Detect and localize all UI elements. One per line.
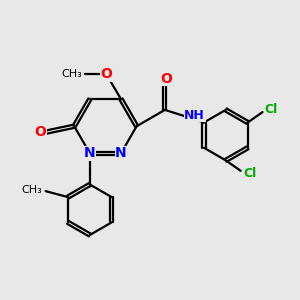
Text: O: O [35,125,46,139]
Text: O: O [160,72,172,86]
Text: Cl: Cl [243,167,256,180]
Text: CH₃: CH₃ [61,69,82,79]
Text: CH₃: CH₃ [21,185,42,195]
Text: Cl: Cl [265,103,278,116]
Text: O: O [100,67,112,81]
Text: N: N [84,146,96,160]
Text: NH: NH [184,109,205,122]
Text: N: N [115,146,127,160]
